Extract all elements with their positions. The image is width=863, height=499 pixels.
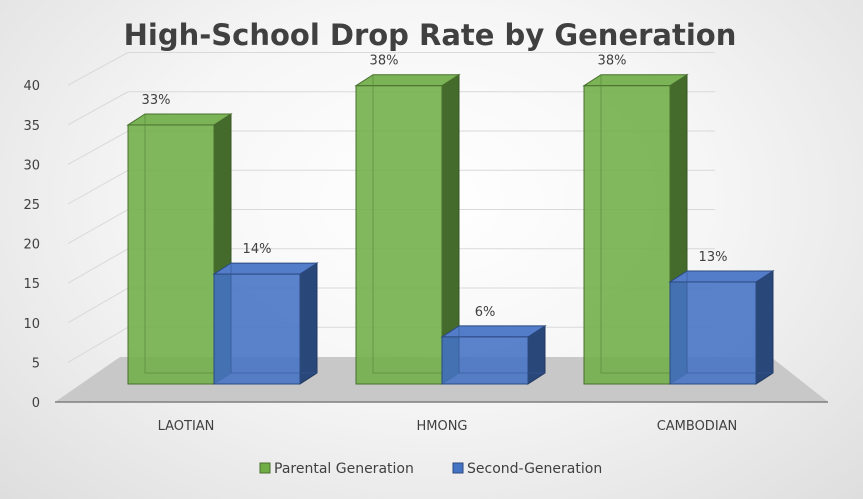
gridline-diagonal [67,52,129,86]
gridline-diagonal [67,169,129,205]
data-label: 33% [142,93,171,108]
gridline-diagonal [67,326,129,363]
x-category-label: LAOTIAN [158,419,215,434]
bar-top-face [582,74,689,87]
bar-top-face [440,325,547,338]
x-axis: LAOTIAN HMONG CAMBODIAN [158,419,738,434]
legend-label: Second-Generation [467,461,602,477]
legend-label: Parental Generation [274,461,414,477]
bar-front-face [441,336,529,385]
bar-side-face [755,270,774,385]
bar-series: 33% 14% 38% 6% 38% 13% [126,54,775,385]
bar-second-hmong: 6% [440,305,547,385]
y-tick-label: 0 [32,396,40,411]
gridline-diagonal [67,287,129,324]
x-category-label: CAMBODIAN [657,419,738,434]
bar-front-face [669,281,757,385]
y-tick-label: 15 [23,277,40,292]
gridline-diagonal [67,130,129,165]
data-label: 6% [475,305,496,320]
y-tick-label: 10 [23,317,40,332]
bar-parental-hmong: 38% [354,54,461,385]
data-label: 38% [598,54,627,69]
bar-side-face [299,262,318,385]
gridline-diagonal [67,209,129,245]
bar-front-face [355,85,443,385]
y-tick-label: 25 [23,198,40,213]
bar-second-laotian: 14% [212,242,319,385]
bar-front-face [213,273,301,385]
bar-second-cambodian: 13% [668,250,775,385]
y-tick-label: 20 [23,238,40,253]
bar-top-face [126,113,233,126]
gridline-diagonal [67,248,129,284]
bar-top-face [212,262,319,275]
legend-item-parental: Parental Generation [259,461,414,477]
y-tick-label: 30 [23,158,40,173]
chart-title: High-School Drop Rate by Generation [124,18,737,52]
bar-top-face [668,270,775,283]
data-label: 38% [370,54,399,69]
legend-swatch [452,462,464,474]
legend: Parental Generation Second-Generation [259,461,602,477]
gridline-diagonal [67,91,129,126]
legend-swatch [259,462,271,474]
legend-item-second: Second-Generation [452,461,602,477]
bar-parental-cambodian: 38% [582,54,689,385]
bar-top-face [354,74,461,87]
data-label: 13% [699,250,728,265]
y-tick-label: 35 [23,119,40,134]
data-label: 14% [243,242,272,257]
bar-front-face [127,124,215,385]
y-tick-label: 40 [23,79,40,94]
x-category-label: HMONG [416,419,467,434]
y-tick-label: 5 [32,356,40,371]
bar-front-face [583,85,671,385]
y-axis: 0 5 10 15 20 25 30 35 40 [23,79,40,411]
